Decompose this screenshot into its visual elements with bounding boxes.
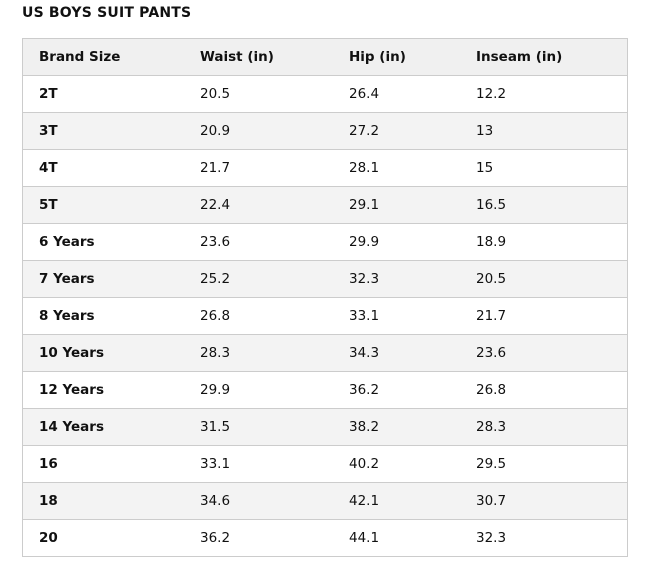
table-row: 5T 22.4 29.1 16.5 — [22, 186, 628, 224]
table-row: 18 34.6 42.1 30.7 — [22, 482, 628, 520]
table-cell: 21.7 — [476, 297, 628, 335]
table-cell: 12.2 — [476, 75, 628, 113]
table-cell: 34.3 — [349, 334, 476, 372]
table-row: 2T 20.5 26.4 12.2 — [22, 75, 628, 113]
table-cell: 6 Years — [22, 223, 200, 261]
table-cell: 23.6 — [476, 334, 628, 372]
table-cell: 7 Years — [22, 260, 200, 298]
table-cell: 26.8 — [476, 371, 628, 409]
table-cell: 42.1 — [349, 482, 476, 520]
table-body: 2T 20.5 26.4 12.2 3T 20.9 27.2 13 4T 21.7 28.1 15 5T… — [22, 75, 628, 557]
table-cell: 28.1 — [349, 149, 476, 187]
table-cell: 29.1 — [349, 186, 476, 224]
table-row: 7 Years 25.2 32.3 20.5 — [22, 260, 628, 298]
table-cell: 36.2 — [200, 519, 349, 557]
table-row: 14 Years 31.5 38.2 28.3 — [22, 408, 628, 446]
table-cell: 26.4 — [349, 75, 476, 113]
table-cell: 25.2 — [200, 260, 349, 298]
table-cell: 4T — [22, 149, 200, 187]
table-cell: 31.5 — [200, 408, 349, 446]
table-cell: 36.2 — [349, 371, 476, 409]
table-cell: 33.1 — [200, 445, 349, 483]
table-cell: 15 — [476, 149, 628, 187]
table-cell: 29.5 — [476, 445, 628, 483]
table-cell: 8 Years — [22, 297, 200, 335]
table-cell: 18.9 — [476, 223, 628, 261]
table-cell: 14 Years — [22, 408, 200, 446]
size-table: Brand Size Waist (in) Hip (in) Inseam (in) … — [22, 38, 628, 557]
table-cell: 33.1 — [349, 297, 476, 335]
header-cell: Waist (in) — [200, 38, 349, 76]
table-cell: 28.3 — [200, 334, 349, 372]
table-cell: 20 — [22, 519, 200, 557]
table-cell: 29.9 — [200, 371, 349, 409]
table-cell: 10 Years — [22, 334, 200, 372]
table-cell: 20.5 — [476, 260, 628, 298]
table-cell: 12 Years — [22, 371, 200, 409]
table-cell: 26.8 — [200, 297, 349, 335]
table-row: 12 Years 29.9 36.2 26.8 — [22, 371, 628, 409]
table-row: 3T 20.9 27.2 13 — [22, 112, 628, 150]
table-cell: 44.1 — [349, 519, 476, 557]
table-cell: 18 — [22, 482, 200, 520]
table-cell: 20.5 — [200, 75, 349, 113]
table-cell: 38.2 — [349, 408, 476, 446]
table-cell: 40.2 — [349, 445, 476, 483]
header-row: Brand Size Waist (in) Hip (in) Inseam (in) — [22, 38, 628, 76]
table-cell: 3T — [22, 112, 200, 150]
title: US BOYS SUIT PANTS — [22, 5, 192, 21]
table-cell: 21.7 — [200, 149, 349, 187]
table-row: 8 Years 26.8 33.1 21.7 — [22, 297, 628, 335]
header-cell: Inseam (in) — [476, 38, 628, 76]
table-row: 10 Years 28.3 34.3 23.6 — [22, 334, 628, 372]
table-row: 4T 21.7 28.1 15 — [22, 149, 628, 187]
table-cell: 16.5 — [476, 186, 628, 224]
table-cell: 28.3 — [476, 408, 628, 446]
table-row: 20 36.2 44.1 32.3 — [22, 519, 628, 557]
table-cell: 22.4 — [200, 186, 349, 224]
table-cell: 29.9 — [349, 223, 476, 261]
table-cell: 13 — [476, 112, 628, 150]
table-row: 16 33.1 40.2 29.5 — [22, 445, 628, 483]
header-cell: Brand Size — [22, 38, 200, 76]
table-cell: 16 — [22, 445, 200, 483]
table-cell: 32.3 — [476, 519, 628, 557]
header-cell: Hip (in) — [349, 38, 476, 76]
table-cell: 5T — [22, 186, 200, 224]
table-cell: 2T — [22, 75, 200, 113]
table-cell: 32.3 — [349, 260, 476, 298]
table-cell: 27.2 — [349, 112, 476, 150]
table-cell: 23.6 — [200, 223, 349, 261]
table-cell: 34.6 — [200, 482, 349, 520]
table-cell: 20.9 — [200, 112, 349, 150]
table-row: 6 Years 23.6 29.9 18.9 — [22, 223, 628, 261]
table-cell: 30.7 — [476, 482, 628, 520]
